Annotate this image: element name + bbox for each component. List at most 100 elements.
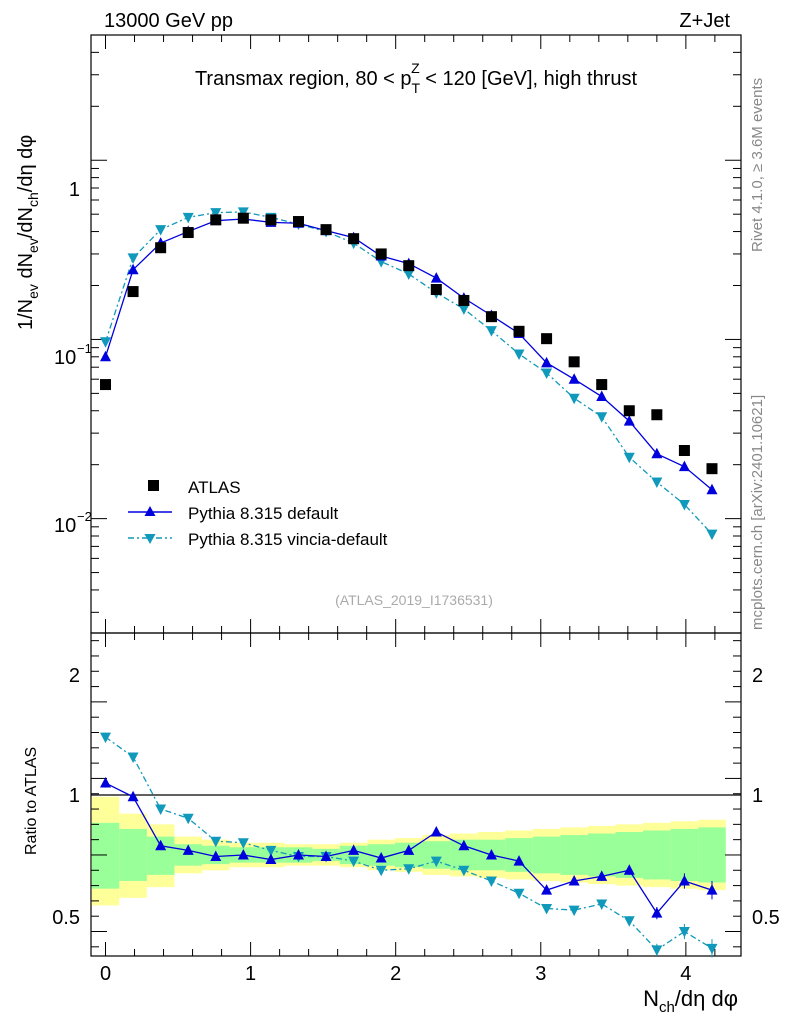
default-ratio-point-11 xyxy=(403,844,415,855)
header-left: 13000 GeV pp xyxy=(104,10,233,32)
band-inner-18 xyxy=(587,833,616,877)
default-ratio-point-13 xyxy=(458,839,470,851)
main-series xyxy=(100,207,718,541)
default-main-point-19 xyxy=(623,415,635,426)
vincia-ratio-point-17 xyxy=(568,905,580,917)
default-ratio-point-18 xyxy=(596,870,608,881)
vincia-main-point-13 xyxy=(458,304,470,315)
vincia-ratio-point-12 xyxy=(430,856,442,868)
xtick-label-1: 1 xyxy=(245,963,256,985)
atlas-point-9 xyxy=(348,233,360,245)
default-ratio-point-15 xyxy=(513,855,525,866)
vincia-ratio-point-6 xyxy=(265,845,277,857)
default-main-point-16 xyxy=(541,356,553,368)
vincia-main-point-16 xyxy=(541,368,553,379)
default-ratio-point-21 xyxy=(678,874,690,886)
band-inner-22 xyxy=(698,827,726,883)
band-inner-group xyxy=(91,822,726,889)
atlas-point-15 xyxy=(513,325,525,337)
vincia-main-point-20 xyxy=(651,477,663,489)
default-ratio-point-19 xyxy=(623,864,635,875)
header-right: Z+Jet xyxy=(679,10,730,32)
atlas-point-13 xyxy=(458,294,470,306)
vincia-main-point-1 xyxy=(127,253,139,264)
xtick-label-3: 3 xyxy=(535,963,546,985)
default-ratio-point-0 xyxy=(100,777,112,788)
ytick-exp-0.01: −2 xyxy=(77,509,92,524)
xtick-label-2: 2 xyxy=(390,963,401,985)
default-ratio-point-1 xyxy=(127,790,139,802)
atlas-point-8 xyxy=(320,224,332,236)
default-ratio-point-16 xyxy=(541,884,553,895)
default-main-point-18 xyxy=(596,390,608,402)
vincia-ratio-point-2 xyxy=(155,804,167,816)
legend-default-label: Pythia 8.315 default xyxy=(188,504,339,523)
ytick-label-0.1: 10 −1 xyxy=(54,341,92,369)
vincia-ratio-point-13 xyxy=(458,865,470,877)
default-main-point-20 xyxy=(651,447,663,459)
atlas-point-1 xyxy=(127,286,139,298)
vincia-main-point-22 xyxy=(706,529,718,541)
vincia-main-point-2 xyxy=(155,225,167,236)
legend: ATLAS Pythia 8.315 default Pythia 8.315 … xyxy=(128,478,388,549)
vincia-main-point-21 xyxy=(678,499,690,511)
ratio-ytick-2: 2 xyxy=(69,665,80,687)
main-ylabel: 1/Nev dNev/dNch/dη dφ xyxy=(15,135,41,330)
band-inner-0 xyxy=(91,822,120,889)
vincia-ratio-point-14 xyxy=(485,876,497,887)
ratio-ytick-1: 1 xyxy=(69,785,80,807)
atlas-point-14 xyxy=(485,311,497,323)
atlas-point-20 xyxy=(651,409,663,421)
vincia-ratio-point-4 xyxy=(210,836,222,848)
vincia-ratio-point-18 xyxy=(596,899,608,910)
band-inner-21 xyxy=(670,828,699,881)
vincia-ratio-point-5 xyxy=(237,838,249,849)
atlas-point-22 xyxy=(706,463,718,475)
xtick-labels: 0 1 2 3 4 xyxy=(100,963,691,985)
vincia-ratio-point-22 xyxy=(706,943,718,955)
default-ratio-point-8 xyxy=(320,850,332,861)
legend-atlas-marker xyxy=(148,480,159,491)
vincia-main-point-19 xyxy=(623,452,635,464)
default-ratio-point-7 xyxy=(292,848,304,860)
vincia-ratio-point-21 xyxy=(678,927,690,938)
ytick-exp-0.1: −1 xyxy=(77,341,92,356)
plot-title: Transmax region, 80 < pTZ < 120 [GeV], h… xyxy=(195,60,638,96)
default-ratio-point-6 xyxy=(265,853,277,865)
atlas-point-11 xyxy=(403,260,415,272)
default-ratio-point-3 xyxy=(182,844,194,855)
analysis-id: (ATLAS_2019_I1736531) xyxy=(335,592,493,608)
vincia-main-point-5 xyxy=(237,207,249,218)
svg-text:10: 10 xyxy=(54,347,76,369)
default-main-point-1 xyxy=(127,263,139,275)
xtick-label-4: 4 xyxy=(680,963,691,985)
default-ratio-point-9 xyxy=(348,844,360,855)
atlas-point-10 xyxy=(375,248,387,260)
default-ratio-point-12 xyxy=(430,826,442,837)
default-main-point-17 xyxy=(568,373,580,384)
legend-vincia-label: Pythia 8.315 vincia-default xyxy=(188,530,388,549)
default-ratio-point-20 xyxy=(651,907,663,918)
default-main-point-22 xyxy=(706,483,718,495)
band-inner-16 xyxy=(532,836,561,874)
vincia-main-point-14 xyxy=(485,326,497,337)
default-main-point-12 xyxy=(430,272,442,283)
default-ratio-point-17 xyxy=(568,874,580,886)
default-ratio-point-5 xyxy=(237,848,249,860)
atlas-point-7 xyxy=(292,216,304,228)
legend-vincia-marker xyxy=(144,534,156,544)
vincia-ratio-point-10 xyxy=(375,865,387,877)
vincia-main-point-11 xyxy=(403,269,415,280)
atlas-point-5 xyxy=(237,212,249,224)
ratio-ytick-right-1: 1 xyxy=(752,785,763,807)
default-ratio-point-14 xyxy=(485,848,497,860)
default-ratio-point-22 xyxy=(706,884,718,895)
legend-atlas-label: ATLAS xyxy=(188,478,241,497)
vincia-ratio-point-0 xyxy=(100,732,112,744)
band-inner-1 xyxy=(119,828,147,881)
rivet-label: Rivet 4.1.0, ≥ 3.6M events xyxy=(749,78,766,252)
atlas-point-2 xyxy=(155,242,167,254)
ratio-series xyxy=(100,732,718,958)
atlas-point-17 xyxy=(568,356,580,368)
svg-text:10: 10 xyxy=(54,515,76,537)
